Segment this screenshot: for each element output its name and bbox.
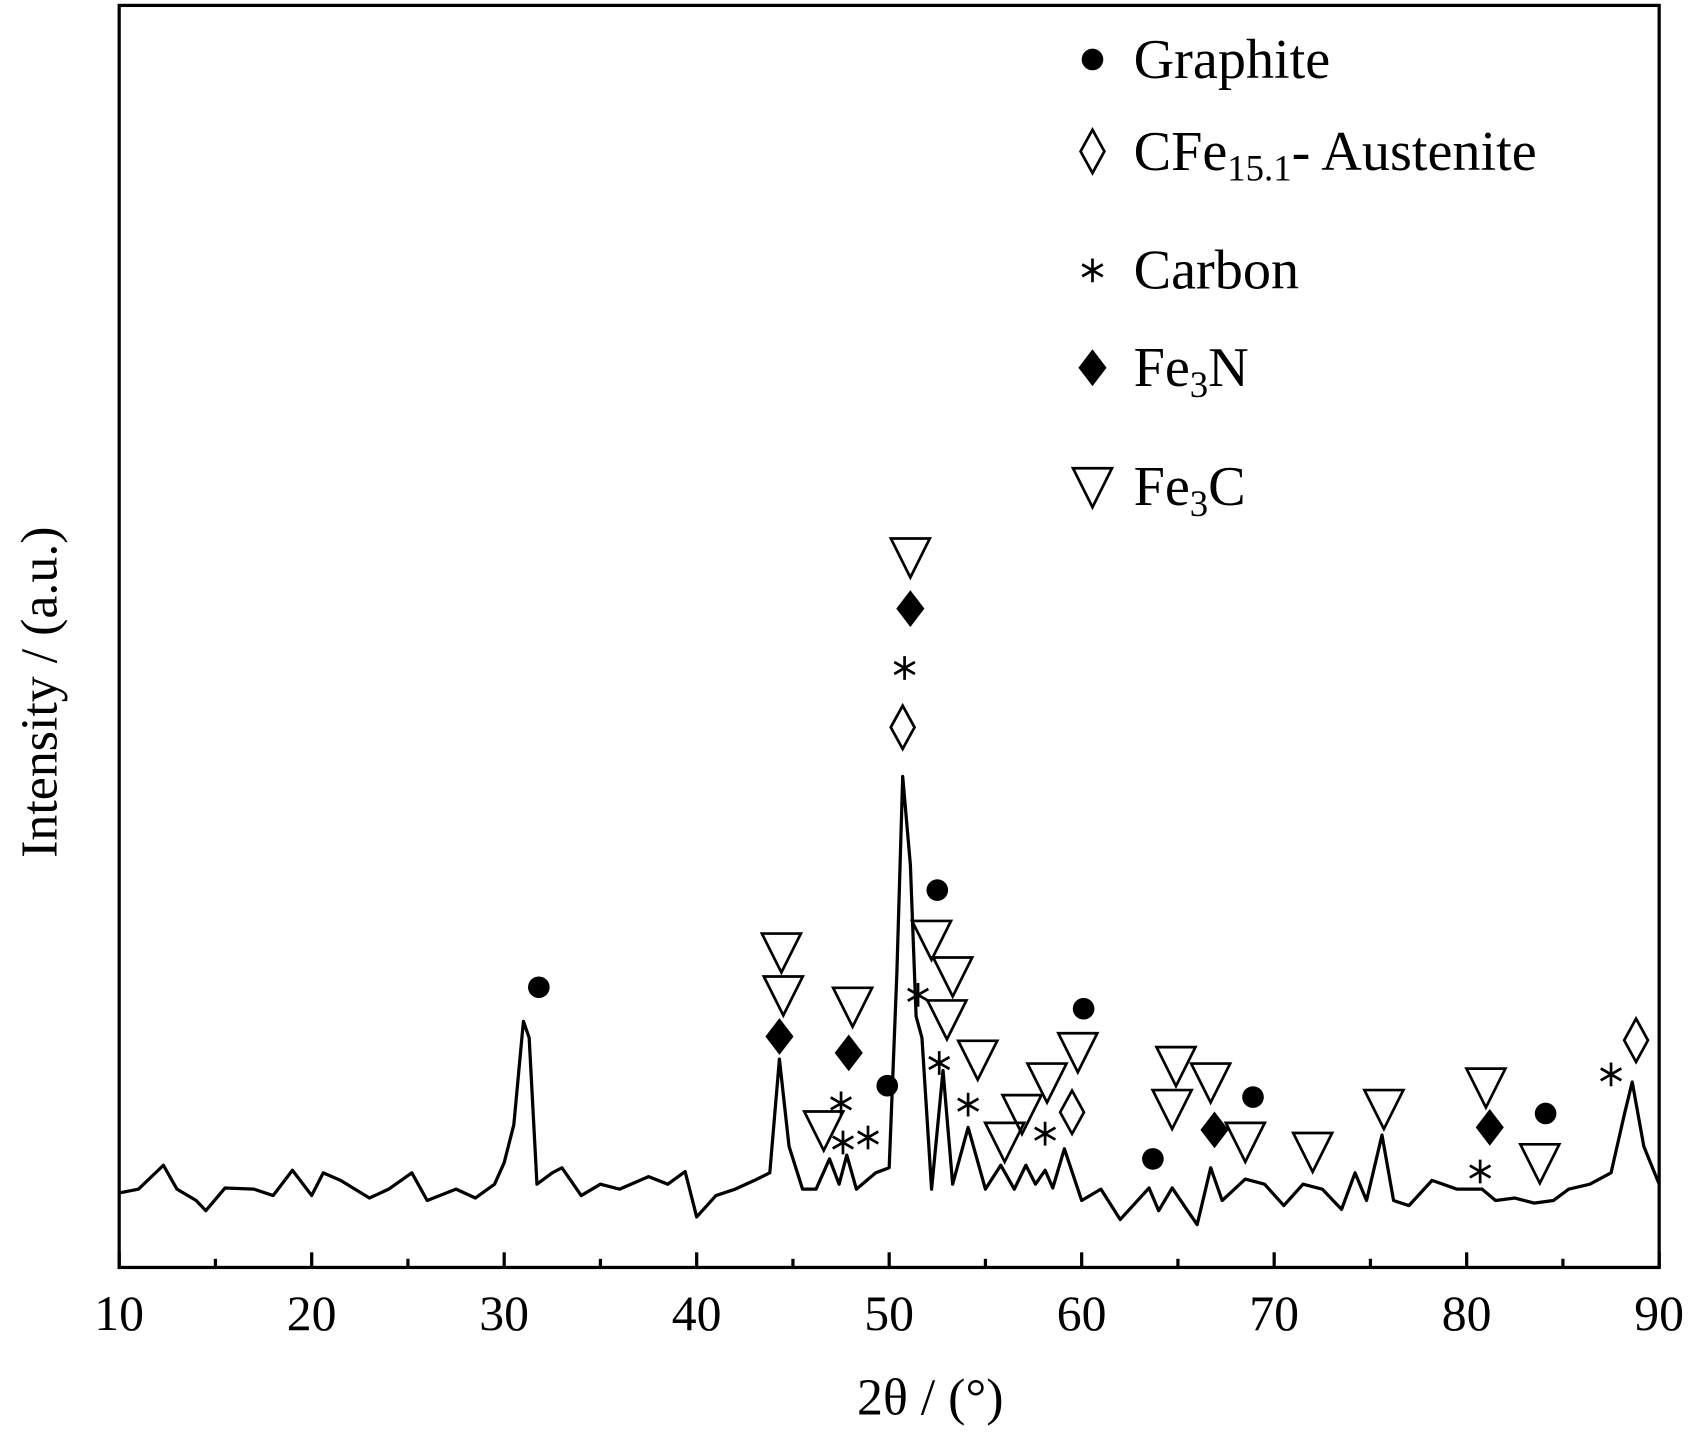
marker-triangle-down [1025, 1062, 1069, 1106]
marker-open-diamond [889, 702, 917, 752]
x-tick-label: 40 [672, 1286, 722, 1341]
marker-asterisk [928, 1051, 951, 1075]
marker-circle [528, 976, 550, 999]
marker-filled-diamond [896, 590, 925, 628]
x-tick-label: 50 [864, 1286, 914, 1341]
x-tick-label: 30 [479, 1286, 529, 1341]
marker-open-diamond [1058, 1087, 1086, 1137]
marker-triangle-down [1056, 1031, 1100, 1076]
marker-circle [1534, 1102, 1557, 1125]
marker-asterisk [857, 1125, 879, 1150]
marker-triangle-down [759, 932, 804, 976]
marker-open-diamond [1622, 1015, 1650, 1065]
x-tick-label: 20 [287, 1286, 337, 1341]
marker-triangle-down [1223, 1121, 1267, 1165]
x-tick-label: 90 [1634, 1286, 1684, 1341]
legend-label: Fe3N [1134, 337, 1249, 405]
marker-triangle-down [1150, 1088, 1194, 1133]
legend-symbol [1078, 349, 1107, 387]
x-tick-label: 60 [1057, 1286, 1107, 1341]
legend-symbol [1079, 126, 1106, 176]
x-tick-label: 10 [94, 1286, 144, 1341]
marker-triangle-down [925, 999, 969, 1043]
marker-triangle-down [1362, 1088, 1406, 1133]
marker-triangle-down [802, 1110, 846, 1154]
marker-triangle-down [983, 1121, 1027, 1165]
marker-asterisk [1034, 1121, 1057, 1146]
legend-symbol [1070, 466, 1115, 511]
marker-triangle-down [1464, 1067, 1508, 1111]
marker-circle [1242, 1086, 1264, 1108]
marker-triangle-down [1154, 1045, 1198, 1090]
marker-filled-diamond [1200, 1111, 1229, 1149]
marker-triangle-down [956, 1039, 1000, 1083]
marker-circle [1142, 1148, 1164, 1170]
marker-filled-diamond [1475, 1108, 1504, 1146]
marker-triangle-down [761, 975, 805, 1019]
marker-asterisk [907, 982, 930, 1007]
marker-asterisk [831, 1130, 854, 1155]
legend-symbol [1081, 48, 1104, 71]
legend-symbol [1081, 258, 1104, 283]
marker-triangle-down [1291, 1131, 1335, 1175]
marker-circle [876, 1074, 899, 1097]
marker-filled-diamond [765, 1018, 794, 1055]
marker-triangle-down [1188, 1062, 1233, 1106]
x-tick-label: 80 [1442, 1286, 1492, 1341]
marker-filled-diamond [834, 1034, 863, 1072]
legend-label: Graphite [1134, 29, 1331, 91]
marker-asterisk [1469, 1159, 1492, 1184]
marker-asterisk [957, 1092, 980, 1117]
spectrum-line [118, 774, 1661, 1227]
x-tick-label: 70 [1249, 1286, 1299, 1341]
marker-triangle-down [830, 986, 875, 1030]
marker-asterisk [1600, 1062, 1623, 1087]
marker-triangle-down [931, 956, 975, 1000]
marker-circle [926, 879, 949, 901]
marker-triangle-down [909, 919, 954, 963]
marker-circle [1072, 997, 1095, 1020]
marker-triangle-down [1000, 1093, 1044, 1138]
x-axis-label: 2θ / (°) [857, 1370, 1003, 1427]
marker-asterisk [893, 656, 916, 680]
y-axis-label: Intensity / (a.u.) [11, 526, 68, 857]
marker-triangle-down [888, 537, 933, 581]
marker-triangle-down [1518, 1142, 1562, 1187]
legend-label: Carbon [1134, 240, 1299, 302]
legend-label: CFe15.1- Austenite [1134, 121, 1537, 189]
legend-label: Fe3C [1134, 456, 1246, 524]
